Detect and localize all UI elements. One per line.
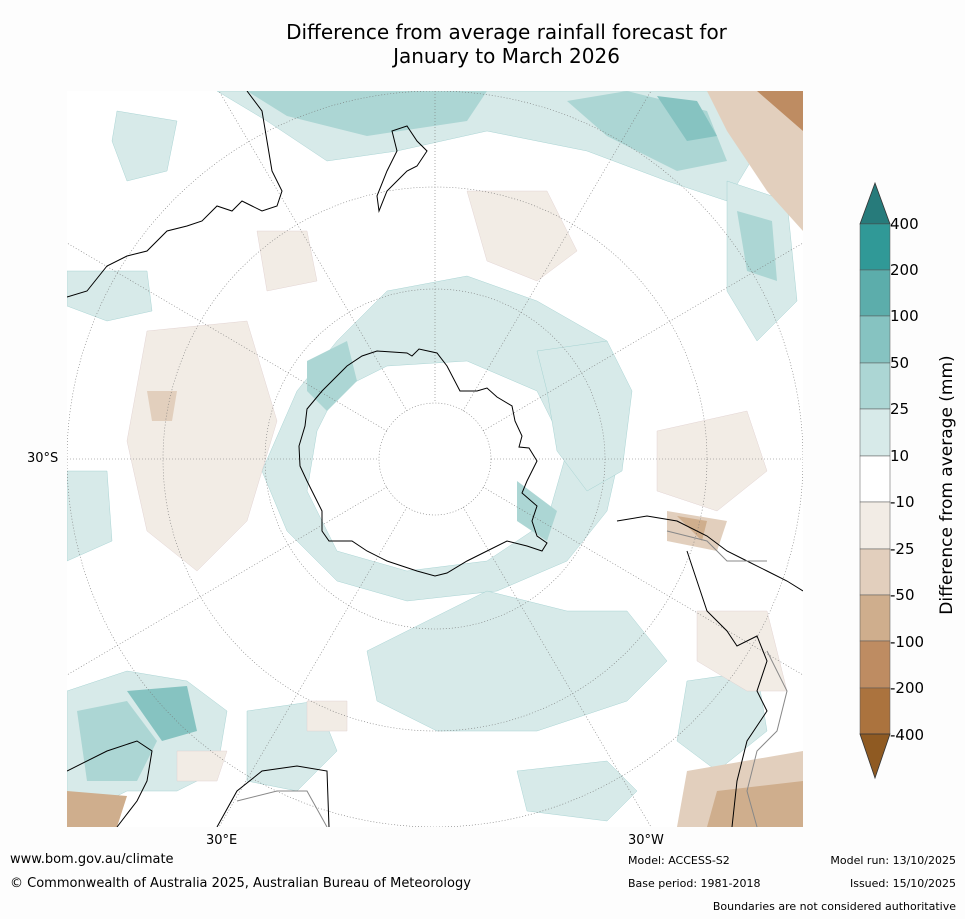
wet-area bbox=[366, 590, 668, 732]
meridian-line bbox=[482, 486, 803, 676]
colorbar-tick-minus-50: -50 bbox=[890, 586, 915, 604]
website-link[interactable]: www.bom.gov.au/climate bbox=[10, 852, 174, 867]
meridian-line bbox=[67, 242, 388, 432]
dry-area bbox=[656, 410, 768, 512]
model-run-date: Model run: 13/10/2025 bbox=[830, 854, 956, 867]
colorbar-tick-10: 10 bbox=[890, 447, 910, 465]
rainfall-map bbox=[67, 91, 803, 827]
border-line bbox=[746, 650, 788, 827]
wet-area bbox=[247, 91, 487, 136]
colorbar-tick-minus-200: -200 bbox=[890, 679, 925, 697]
wet-area bbox=[67, 470, 113, 562]
meridian-line bbox=[482, 242, 803, 432]
colorbar-band-minus-100 bbox=[859, 640, 891, 689]
wet-area bbox=[111, 110, 178, 182]
copyright-text: © Commonwealth of Australia 2025, Austra… bbox=[10, 876, 471, 891]
dry-area bbox=[707, 91, 803, 231]
graticule bbox=[67, 91, 803, 827]
map-title-line-1: Difference from average rainfall forecas… bbox=[286, 20, 727, 44]
south-america-coastline bbox=[616, 515, 803, 592]
colorbar-under-triangle bbox=[859, 733, 891, 780]
colorbar-tick-50: 50 bbox=[890, 354, 910, 372]
dry-area bbox=[176, 750, 228, 782]
wet-area bbox=[517, 481, 557, 541]
colorbar-band-minus-10 bbox=[859, 501, 891, 550]
meridian-line bbox=[218, 91, 408, 412]
meridian-line bbox=[67, 486, 388, 676]
colorbar-band-200 bbox=[859, 269, 891, 317]
anomaly-shading bbox=[67, 91, 803, 827]
colorbar-tick-minus-25: -25 bbox=[890, 540, 915, 558]
dry-area bbox=[147, 391, 177, 421]
colorbar-band-minus-50 bbox=[859, 594, 891, 642]
new-zealand-coastline bbox=[376, 125, 428, 213]
australia-coastline bbox=[67, 91, 283, 298]
dry-area bbox=[466, 190, 578, 282]
colorbar-tick-100: 100 bbox=[890, 307, 919, 325]
colorbar-tick-minus-10: -10 bbox=[890, 493, 915, 511]
dry-area bbox=[67, 791, 127, 827]
colorbar-band-minus-200 bbox=[859, 687, 891, 735]
meridian-line bbox=[218, 506, 408, 827]
map-title-line-2: January to March 2026 bbox=[393, 44, 620, 68]
wet-area bbox=[67, 270, 153, 322]
colorbar-tick-25: 25 bbox=[890, 400, 910, 418]
map-title: Difference from average rainfall forecas… bbox=[0, 20, 965, 68]
colorbar bbox=[859, 181, 891, 780]
colorbar-over-triangle bbox=[859, 181, 891, 225]
africa-coastline bbox=[67, 740, 153, 827]
border-line bbox=[666, 530, 767, 562]
colorbar-band-10 bbox=[859, 455, 891, 503]
wet-area bbox=[127, 686, 197, 741]
meridian-line bbox=[462, 506, 652, 827]
wet-area bbox=[77, 701, 157, 781]
latitude-label-30s: 30°S bbox=[27, 451, 59, 466]
dry-area bbox=[306, 700, 348, 732]
colorbar-band-400 bbox=[859, 223, 891, 271]
country-borders bbox=[236, 530, 788, 827]
dry-area bbox=[757, 91, 803, 131]
colorbar-band-25 bbox=[859, 408, 891, 457]
longitude-label-30e: 30°E bbox=[206, 833, 238, 848]
antarctica-coastline bbox=[298, 348, 548, 577]
dry-area bbox=[707, 781, 803, 827]
wet-area bbox=[516, 760, 638, 822]
dry-area bbox=[256, 230, 318, 292]
colorbar-tick-400: 400 bbox=[890, 215, 919, 233]
colorbar-tick-200: 200 bbox=[890, 261, 919, 279]
africa-coastline bbox=[216, 765, 330, 827]
wet-area bbox=[657, 96, 717, 141]
colorbar-band-minus-25 bbox=[859, 548, 891, 596]
dry-area bbox=[696, 610, 788, 692]
colorbar-tick-minus-100: -100 bbox=[890, 633, 925, 651]
latitude-circle bbox=[378, 402, 492, 516]
boundaries-disclaimer: Boundaries are not considered authoritat… bbox=[712, 900, 956, 913]
coastlines bbox=[67, 91, 803, 827]
border-line bbox=[236, 790, 328, 827]
colorbar-tick-minus-400: -400 bbox=[890, 726, 925, 744]
issued-date: Issued: 15/10/2025 bbox=[849, 877, 956, 890]
base-period: Base period: 1981-2018 bbox=[628, 877, 761, 890]
wet-area bbox=[737, 211, 777, 281]
dry-area bbox=[126, 320, 278, 572]
colorbar-title: Difference from average (mm) bbox=[937, 355, 957, 615]
south-america-coastline bbox=[686, 550, 768, 827]
wet-area bbox=[536, 340, 633, 492]
colorbar-band-50 bbox=[859, 362, 891, 410]
model-name: Model: ACCESS-S2 bbox=[628, 854, 730, 867]
colorbar-band-100 bbox=[859, 315, 891, 364]
longitude-label-30w: 30°W bbox=[628, 833, 664, 848]
meridian-line bbox=[462, 91, 652, 412]
